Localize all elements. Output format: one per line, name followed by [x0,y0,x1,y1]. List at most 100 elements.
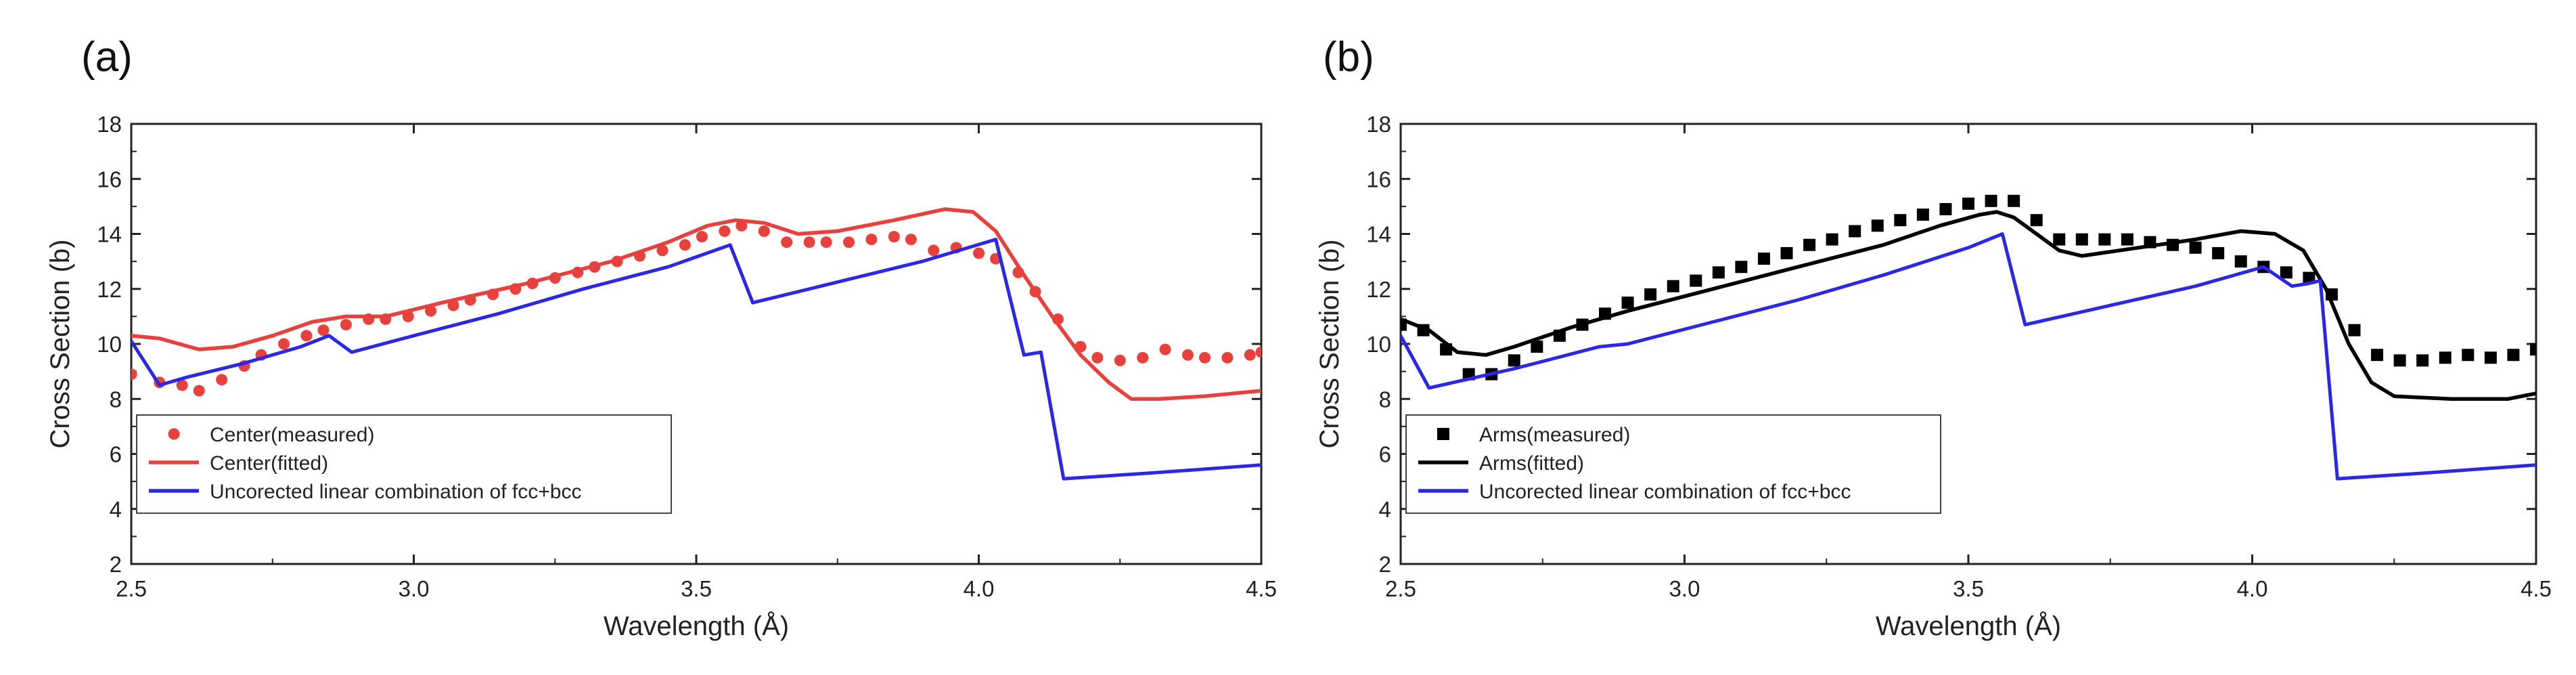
data-point [1244,349,1256,361]
data-point [131,368,137,380]
y-tick-label: 14 [97,222,122,247]
data-point [1401,318,1407,331]
data-point [2008,194,2020,207]
legend-box [136,414,672,514]
data-point [1712,266,1725,279]
series-line [1401,210,2536,401]
data-point [2371,349,2384,362]
data-point [2393,354,2406,367]
data-point [1114,354,1126,366]
y-tick-label: 4 [1379,497,1391,522]
legend-label: Arms(fitted) [1479,452,1584,475]
data-point [1159,343,1171,355]
legend-label: Arms(measured) [1479,424,1630,446]
data-point [656,244,669,257]
data-point [1803,238,1816,251]
data-point [820,236,832,248]
x-axis-label: Wavelength (Å) [604,611,789,641]
data-point [1826,233,1838,246]
data-point [1916,209,1929,221]
data-point [2416,354,2429,367]
panel-b: (b) 2 4 6 8 10 12 14 16 18 2.5 3.0 3.5 4.0 4.5 Waveleng… [1315,34,2552,641]
y-tick-label: 4 [110,497,122,522]
y-axis-label: Cross Section (b) [45,240,75,449]
data-point [1531,341,1543,353]
data-point [176,379,188,391]
series-line [131,238,1261,481]
data-point [1871,219,1884,232]
y-tick-label: 6 [110,442,122,467]
data-point [1985,194,1997,207]
data-point [905,234,917,246]
y-tick-label: 14 [1366,222,1391,247]
legend-box [1405,414,1941,514]
data-point [1667,280,1679,292]
data-point [340,319,352,331]
data-point [2507,349,2520,362]
data-point [2462,349,2475,362]
y-tick-label: 18 [97,112,122,137]
x-tick-label: 4.0 [2237,576,2268,601]
data-point [2530,343,2536,356]
data-point [1894,214,1907,227]
data-point [2030,214,2043,227]
x-tick-label: 3.5 [1953,576,1984,601]
data-point [317,324,330,336]
x-tick-label: 2.5 [1385,576,1416,601]
x-tick-label: 3.0 [1669,576,1700,601]
legend-label: Center(fitted) [210,452,328,475]
y-tick-label: 8 [1379,387,1391,412]
data-point [2280,266,2292,279]
legend-swatch [168,428,180,440]
legend-swatch [1437,428,1449,440]
y-axis-label: Cross Section (b) [1315,240,1345,449]
data-point [1199,351,1211,364]
data-point [803,236,815,248]
data-point [719,225,731,237]
data-point [1849,225,1861,238]
data-point [973,247,985,259]
data-point [928,244,940,257]
legend-entry: Uncorected linear combination of fcc+bcc [1418,481,1851,503]
series-2 [131,238,1261,481]
data-point [1780,246,1793,259]
data-point [1255,346,1261,358]
x-tick-label: 3.5 [681,576,712,601]
data-point [2189,241,2202,254]
data-point [2098,233,2111,246]
x-tick-label: 4.5 [1246,576,1277,601]
y-tick-label: 2 [110,552,122,577]
data-point [781,236,793,248]
data-point [696,231,708,243]
data-point [758,225,770,237]
data-point [1221,351,1234,364]
legend-label: Uncorected linear combination of fcc+bcc [210,481,581,503]
data-point [193,385,205,397]
legend-entry: Center(fitted) [149,452,328,475]
data-point [2212,246,2225,259]
data-point [679,239,691,251]
data-point [2439,351,2451,364]
data-point [1962,197,1974,210]
series-line [131,207,1261,401]
y-tick-label: 12 [1366,277,1391,302]
legend-entry: Arms(fitted) [1418,452,1584,475]
x-tick-label: 4.5 [2521,576,2552,601]
legend-entry: Uncorected linear combination of fcc+bcc [149,481,581,503]
panel-a: (a) 2 4 6 8 10 12 14 16 18 2.5 3.0 3.5 4.0 4.5 Waveleng… [45,34,1277,641]
y-tick-label: 18 [1366,112,1391,137]
data-point [842,236,855,248]
data-point [1644,288,1657,301]
data-point [1735,261,1748,274]
y-tick-label: 10 [97,332,122,357]
data-point [216,374,228,386]
data-point [2075,233,2088,246]
series-line [1401,232,2536,481]
series-0 [1401,194,2536,380]
data-point [2484,351,2497,364]
data-point [2348,324,2361,336]
data-point [1091,351,1104,364]
x-axis-label: Wavelength (Å) [1876,611,2061,641]
x-tick-label: 2.5 [116,576,147,601]
